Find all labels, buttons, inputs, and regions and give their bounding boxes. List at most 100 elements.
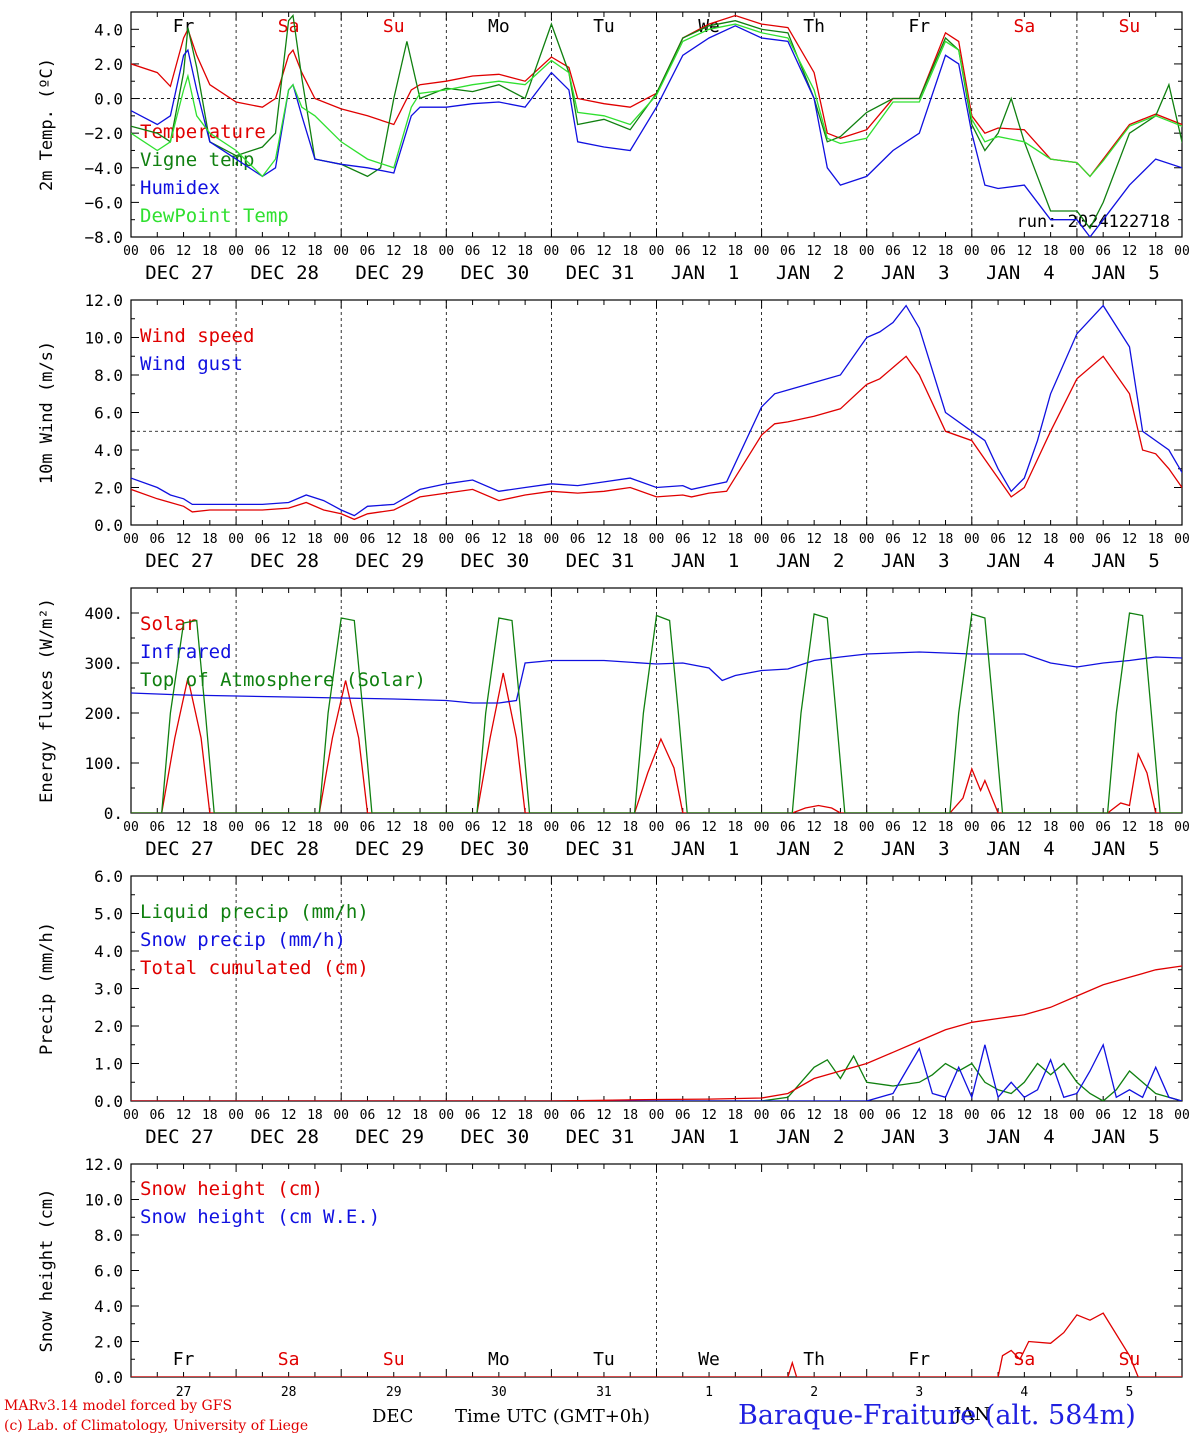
hour-tick-label: 18: [307, 244, 323, 259]
hour-tick-label: 12: [1017, 532, 1033, 547]
y-tick-label: 8.0: [94, 1226, 123, 1245]
date-label: JAN 4: [986, 262, 1055, 284]
date-label: DEC 28: [250, 550, 319, 572]
date-label: DEC 30: [461, 262, 530, 284]
hour-tick-label: 00: [438, 1108, 454, 1123]
hour-tick-label: 18: [202, 1108, 218, 1123]
date-label: JAN 5: [1091, 550, 1160, 572]
y-tick-label: 2.0: [94, 1017, 123, 1036]
hour-tick-label: 00: [649, 820, 665, 835]
day-name-label: Su: [383, 16, 405, 37]
day-number-label: 30: [491, 1385, 507, 1400]
series-line-3: [131, 25, 1182, 237]
panel-4: 0.0 1.0 2.0 3.0 4.0 5.0 6.0 Precip (mm/h) 00 06 12…: [37, 867, 1190, 1148]
hour-tick-label: 12: [596, 532, 612, 547]
day-name-label: Fr: [173, 1349, 195, 1370]
model-credit: MARv3.14 model forced by GFS: [4, 1398, 233, 1414]
hour-tick-label: 00: [1069, 1108, 1085, 1123]
hour-tick-label: 06: [780, 244, 796, 259]
hour-tick-label: 18: [833, 820, 849, 835]
day-name-label: Th: [803, 1349, 825, 1370]
hour-tick-label: 06: [570, 244, 586, 259]
hour-tick-label: 18: [412, 244, 428, 259]
hour-tick-label: 06: [885, 1108, 901, 1123]
hour-tick-label: 12: [806, 244, 822, 259]
series-line-1: [131, 1054, 1182, 1101]
hour-tick-label: 18: [1043, 1108, 1059, 1123]
hour-tick-label: 18: [938, 532, 954, 547]
hour-tick-label: 00: [754, 532, 770, 547]
day-name-label: Fr: [908, 1349, 930, 1370]
hour-tick-label: 06: [360, 532, 376, 547]
hour-tick-label: 12: [1122, 532, 1138, 547]
hour-tick-label: 00: [333, 244, 349, 259]
hour-tick-label: 12: [491, 820, 507, 835]
hour-tick-label: 06: [990, 244, 1006, 259]
day-number-label: 29: [386, 1385, 402, 1400]
hour-tick-label: 18: [1043, 532, 1059, 547]
legend-entry: Infrared: [140, 641, 232, 663]
y-tick-label: 4.0: [94, 20, 123, 39]
hour-tick-label: 00: [649, 1108, 665, 1123]
legend-entry: Snow height (cm W.E.): [140, 1206, 380, 1228]
series-line-2: [131, 304, 1182, 517]
hour-tick-label: 06: [885, 532, 901, 547]
hour-tick-label: 18: [1148, 820, 1164, 835]
date-label: JAN 2: [776, 262, 845, 284]
legend-entry: Solar: [140, 613, 197, 635]
y-axis-label: 10m Wind (m/s): [37, 341, 57, 484]
hour-tick-label: 12: [176, 1108, 192, 1123]
hour-tick-label: 18: [622, 532, 638, 547]
hour-tick-label: 06: [465, 1108, 481, 1123]
series-line-3: [131, 965, 1182, 1101]
y-tick-label: 2.0: [94, 479, 123, 498]
hour-tick-label: 06: [780, 532, 796, 547]
hour-tick-label: 12: [491, 244, 507, 259]
hour-tick-label: 18: [1043, 244, 1059, 259]
y-tick-label: 3.0: [94, 980, 123, 999]
date-label: JAN 5: [1091, 1126, 1160, 1148]
hour-tick-label: 06: [885, 244, 901, 259]
hour-tick-label: 00: [1174, 1108, 1190, 1123]
panel-5: 0.0 2.0 4.0 6.0 8.0 10.0 12.0 Snow height (cm) F…: [37, 1155, 1183, 1400]
hour-tick-label: 00: [1069, 532, 1085, 547]
y-axis-label: Energy fluxes (W/m²): [37, 598, 57, 803]
hour-tick-label: 12: [701, 1108, 717, 1123]
hour-tick-label: 12: [386, 244, 402, 259]
hour-tick-label: 12: [911, 820, 927, 835]
series-line-1: [131, 1312, 1182, 1377]
hour-tick-label: 12: [911, 1108, 927, 1123]
y-tick-label: 0.0: [94, 1368, 123, 1387]
date-label: JAN 1: [671, 838, 740, 860]
y-tick-label: 8.0: [94, 366, 123, 385]
legend-entry: Snow height (cm): [140, 1178, 323, 1200]
date-label: DEC 28: [250, 838, 319, 860]
date-label: JAN 2: [776, 838, 845, 860]
hour-tick-label: 12: [386, 1108, 402, 1123]
hour-tick-label: 00: [1069, 244, 1085, 259]
date-label: JAN 5: [1091, 838, 1160, 860]
day-name-label: Fr: [173, 16, 195, 37]
y-tick-label: 4.0: [94, 1297, 123, 1316]
hour-tick-label: 18: [727, 1108, 743, 1123]
day-name-label: We: [698, 1349, 720, 1370]
hour-tick-label: 18: [1148, 532, 1164, 547]
date-label: DEC 27: [145, 1126, 214, 1148]
date-label: DEC 28: [250, 262, 319, 284]
hour-tick-label: 06: [255, 244, 271, 259]
y-tick-label: −4.0: [84, 159, 123, 178]
y-tick-label: 200.: [84, 704, 123, 723]
hour-tick-label: 00: [123, 532, 139, 547]
y-tick-label: −6.0: [84, 193, 123, 212]
hour-tick-label: 00: [544, 820, 560, 835]
y-tick-label: 400.: [84, 604, 123, 623]
hour-tick-label: 18: [1043, 820, 1059, 835]
series-line-3: [131, 612, 1182, 813]
hour-tick-label: 18: [517, 820, 533, 835]
hour-tick-label: 06: [255, 1108, 271, 1123]
hour-tick-label: 18: [622, 820, 638, 835]
hour-tick-label: 12: [491, 532, 507, 547]
y-tick-label: 0.: [104, 804, 123, 823]
day-name-label: Sa: [1014, 1349, 1036, 1370]
hour-tick-label: 00: [333, 820, 349, 835]
